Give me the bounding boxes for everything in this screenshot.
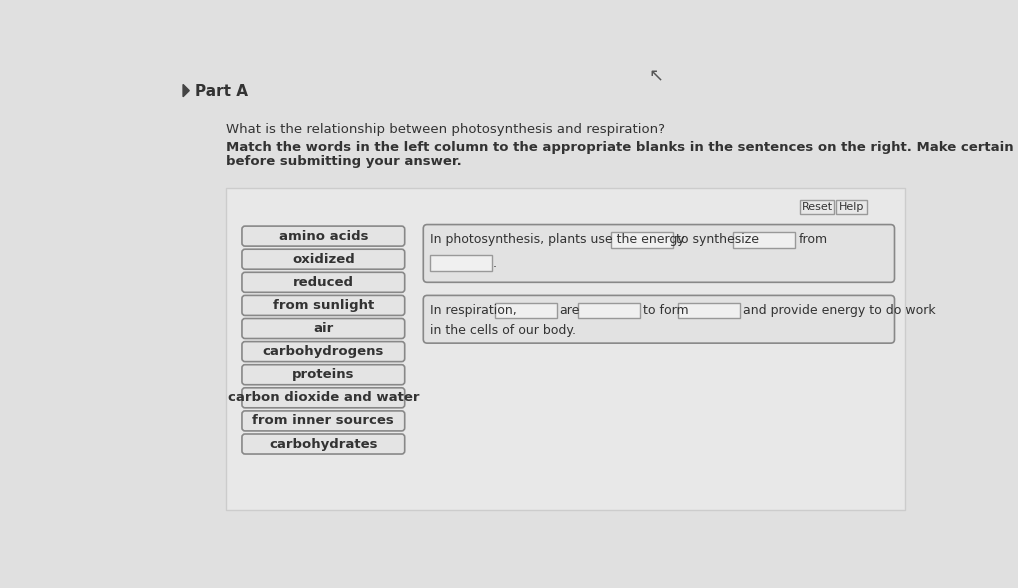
FancyBboxPatch shape [423, 295, 895, 343]
Bar [578, 303, 640, 319]
Bar [678, 303, 739, 319]
Text: Part A: Part A [195, 84, 248, 99]
Text: What is the relationship between photosynthesis and respiration?: What is the relationship between photosy… [226, 123, 666, 136]
Text: carbohydrates: carbohydrates [269, 437, 378, 450]
Polygon shape [183, 85, 189, 97]
Text: .: . [493, 256, 497, 269]
Text: proteins: proteins [292, 368, 354, 381]
Bar [611, 232, 673, 248]
Text: to synthesize: to synthesize [676, 233, 759, 246]
Text: air: air [314, 322, 334, 335]
Bar [733, 232, 795, 248]
FancyBboxPatch shape [242, 319, 405, 339]
Bar [430, 255, 492, 270]
FancyBboxPatch shape [242, 226, 405, 246]
Text: In photosynthesis, plants use the energy: In photosynthesis, plants use the energy [430, 233, 684, 246]
FancyBboxPatch shape [242, 249, 405, 269]
Text: reduced: reduced [293, 276, 354, 289]
Text: carbon dioxide and water: carbon dioxide and water [228, 391, 419, 405]
Bar [800, 200, 834, 214]
Text: Help: Help [839, 202, 864, 212]
FancyBboxPatch shape [242, 434, 405, 454]
FancyBboxPatch shape [242, 295, 405, 315]
Text: in the cells of our body.: in the cells of our body. [430, 323, 575, 336]
FancyBboxPatch shape [242, 365, 405, 385]
Bar [226, 188, 905, 510]
FancyBboxPatch shape [242, 272, 405, 292]
Bar [837, 200, 867, 214]
FancyBboxPatch shape [423, 225, 895, 282]
Text: ↖: ↖ [648, 68, 663, 85]
Text: Reset: Reset [801, 202, 833, 212]
Text: are: are [560, 305, 580, 318]
Text: oxidized: oxidized [292, 253, 354, 266]
Text: In respiration,: In respiration, [430, 305, 516, 318]
Text: and provide energy to do work: and provide energy to do work [742, 305, 936, 318]
FancyBboxPatch shape [242, 342, 405, 362]
Text: Match the words in the left column to the appropriate blanks in the sentences on: Match the words in the left column to th… [226, 141, 1018, 155]
Text: amino acids: amino acids [279, 229, 369, 243]
FancyBboxPatch shape [242, 388, 405, 408]
Text: to form: to form [643, 305, 689, 318]
FancyBboxPatch shape [242, 411, 405, 431]
Text: carbohydrogens: carbohydrogens [263, 345, 384, 358]
Text: from sunlight: from sunlight [273, 299, 374, 312]
Bar [495, 303, 557, 319]
Text: from: from [798, 233, 828, 246]
Text: before submitting your answer.: before submitting your answer. [226, 155, 462, 168]
Text: from inner sources: from inner sources [252, 415, 394, 427]
